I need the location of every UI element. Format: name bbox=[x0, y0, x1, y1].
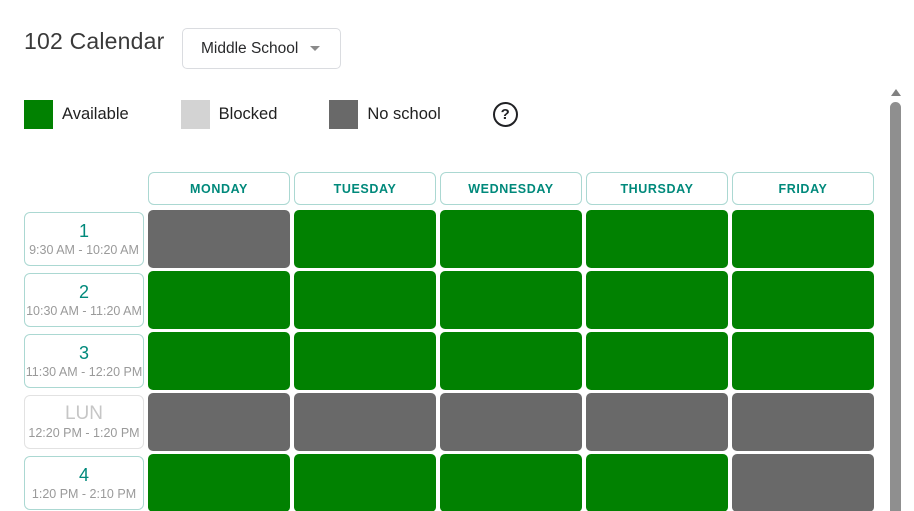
period-label: 1 bbox=[78, 220, 89, 241]
cell-tuesday-period-2[interactable] bbox=[294, 271, 436, 329]
period-time-range: 12:20 PM - 1:20 PM bbox=[28, 426, 140, 440]
cell-tuesday-period-4[interactable] bbox=[294, 454, 436, 511]
school-selector-value: Middle School bbox=[201, 39, 299, 57]
available-swatch bbox=[24, 100, 53, 129]
legend-label-no_school: No school bbox=[367, 105, 441, 123]
cell-monday-period-2[interactable] bbox=[148, 271, 290, 329]
blocked-swatch bbox=[180, 100, 210, 129]
cell-thursday-period-3[interactable] bbox=[586, 332, 728, 390]
day-header-monday: MONDAY bbox=[148, 172, 290, 205]
legend-label-available: Available bbox=[62, 105, 129, 123]
period-time-range: 10:30 AM - 11:20 AM bbox=[26, 303, 142, 318]
legend-item-available: Available bbox=[24, 100, 129, 129]
cell-friday-period-1[interactable] bbox=[732, 210, 874, 268]
period-label: 3 bbox=[78, 342, 89, 363]
cell-tuesday-period-1[interactable] bbox=[294, 210, 436, 268]
legend-item-blocked: Blocked bbox=[180, 100, 278, 129]
cell-monday-period-4[interactable] bbox=[148, 454, 290, 511]
period-header-lun: LUN 12:20 PM - 1:20 PM bbox=[24, 395, 144, 449]
cell-thursday-period-4[interactable] bbox=[586, 454, 728, 511]
cell-monday-period-lun[interactable] bbox=[148, 393, 290, 451]
cell-thursday-period-2[interactable] bbox=[586, 271, 728, 329]
help-question-icon[interactable]: ? bbox=[492, 102, 518, 127]
period-header-2: 2 10:30 AM - 11:20 AM bbox=[24, 273, 144, 327]
day-header-friday: FRIDAY bbox=[732, 172, 874, 205]
grid-corner-spacer bbox=[24, 172, 144, 207]
period-time-range: 1:20 PM - 2:10 PM bbox=[31, 486, 137, 501]
period-time-range: 11:30 AM - 12:20 PM bbox=[25, 364, 143, 379]
cell-monday-period-3[interactable] bbox=[148, 332, 290, 390]
period-label: 2 bbox=[78, 281, 89, 302]
cell-friday-period-lun[interactable] bbox=[732, 393, 874, 451]
cell-thursday-period-1[interactable] bbox=[586, 210, 728, 268]
period-label: LUN bbox=[64, 403, 103, 424]
day-header-tuesday: TUESDAY bbox=[294, 172, 436, 205]
cell-wednesday-period-2[interactable] bbox=[440, 271, 582, 329]
cell-wednesday-period-4[interactable] bbox=[440, 454, 582, 511]
cell-wednesday-period-3[interactable] bbox=[440, 332, 582, 390]
scrollbar-thumb[interactable] bbox=[890, 102, 901, 511]
cell-friday-period-2[interactable] bbox=[732, 271, 874, 329]
cell-thursday-period-lun[interactable] bbox=[586, 393, 728, 451]
scroll-up-arrow-icon[interactable] bbox=[891, 89, 901, 96]
cell-tuesday-period-3[interactable] bbox=[294, 332, 436, 390]
period-header-4: 4 1:20 PM - 2:10 PM bbox=[24, 456, 144, 510]
legend-label-blocked: Blocked bbox=[218, 105, 278, 123]
schedule-grid: MONDAY TUESDAY WEDNESDAY THURSDAY FRIDAY 1 9:3… bbox=[24, 172, 874, 511]
chevron-down-icon bbox=[310, 46, 321, 51]
day-header-thursday: THURSDAY bbox=[586, 172, 728, 205]
no_school-swatch bbox=[329, 100, 359, 129]
cell-wednesday-period-1[interactable] bbox=[440, 210, 582, 268]
period-label: 4 bbox=[78, 464, 89, 485]
period-header-1: 1 9:30 AM - 10:20 AM bbox=[24, 212, 144, 266]
legend-item-no_school: No school bbox=[329, 100, 441, 129]
page-title: 102 Calendar bbox=[24, 28, 165, 54]
legend: Available Blocked No school? bbox=[24, 100, 518, 129]
cell-monday-period-1[interactable] bbox=[148, 210, 290, 268]
period-header-3: 3 11:30 AM - 12:20 PM bbox=[24, 334, 144, 388]
cell-friday-period-3[interactable] bbox=[732, 332, 874, 390]
cell-wednesday-period-lun[interactable] bbox=[440, 393, 582, 451]
cell-friday-period-4[interactable] bbox=[732, 454, 874, 511]
cell-tuesday-period-lun[interactable] bbox=[294, 393, 436, 451]
school-selector-dropdown[interactable]: Middle School bbox=[182, 28, 341, 69]
vertical-scrollbar[interactable] bbox=[888, 88, 904, 511]
period-time-range: 9:30 AM - 10:20 AM bbox=[29, 242, 139, 257]
day-header-wednesday: WEDNESDAY bbox=[440, 172, 582, 205]
